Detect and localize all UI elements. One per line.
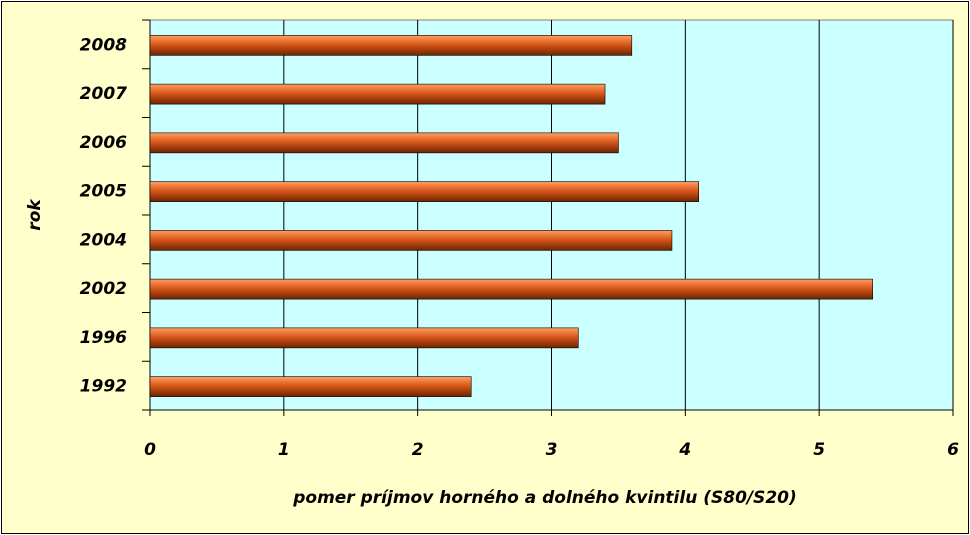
x-tick-label: 2 bbox=[412, 440, 424, 460]
y-tick-label: 1996 bbox=[80, 328, 127, 348]
y-tick-label: 2007 bbox=[80, 84, 127, 104]
x-axis-label: pomer príjmov horného a dolného kvintilu… bbox=[292, 488, 797, 508]
bar bbox=[149, 278, 874, 300]
bar bbox=[149, 83, 606, 105]
y-tick-label: 2004 bbox=[80, 230, 127, 250]
x-tick-label: 0 bbox=[144, 440, 156, 460]
bar bbox=[149, 181, 700, 202]
bar bbox=[149, 327, 579, 349]
y-tick-label: 2008 bbox=[80, 35, 127, 55]
y-tick-label: 2005 bbox=[80, 182, 127, 202]
x-tick-label: 4 bbox=[678, 440, 691, 460]
x-tick-label: 5 bbox=[813, 440, 825, 460]
y-tick-label: 1992 bbox=[80, 377, 127, 397]
x-tick-label: 3 bbox=[546, 440, 558, 460]
bar bbox=[149, 35, 633, 56]
bar bbox=[149, 376, 472, 397]
y-tick-label: 2002 bbox=[80, 279, 127, 299]
bar bbox=[149, 132, 619, 154]
bar bbox=[149, 230, 673, 251]
x-tick-label: 1 bbox=[278, 440, 290, 460]
y-tick-label: 2006 bbox=[80, 133, 127, 153]
y-axis-label: rok bbox=[25, 198, 45, 231]
x-tick-label: 6 bbox=[947, 440, 959, 460]
